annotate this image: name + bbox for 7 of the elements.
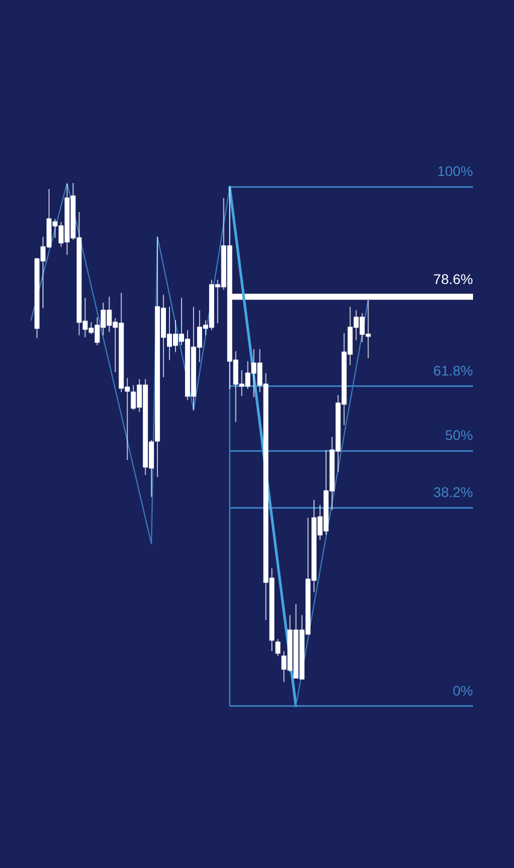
annotation: 61.8% — [433, 362, 473, 378]
candlestick — [275, 638, 280, 657]
annotation: 38.2% — [433, 484, 473, 500]
annotation: 0% — [452, 682, 473, 698]
annotation: 50% — [444, 427, 473, 444]
annotation: 100% — [437, 163, 473, 180]
annotation: 78.6% — [433, 270, 473, 287]
